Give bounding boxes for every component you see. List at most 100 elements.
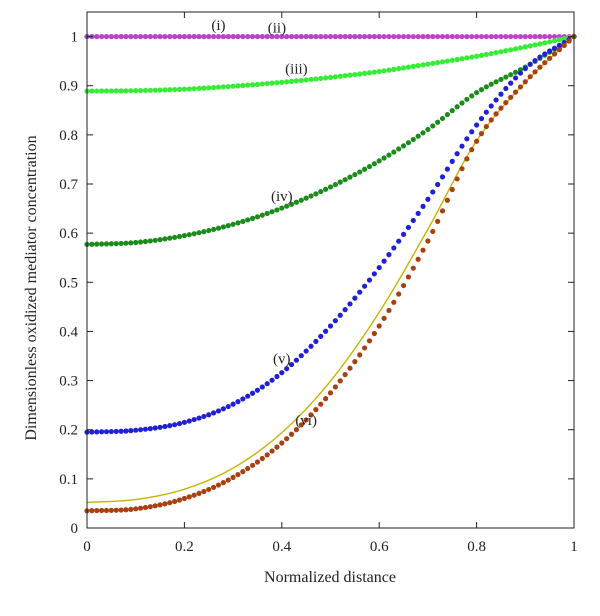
data-point [376,158,382,164]
data-point [152,503,158,509]
data-point [172,33,178,40]
data-point [430,123,436,129]
data-point [142,504,149,511]
y-tick-label: 0.7 [59,177,78,193]
data-point [318,188,324,195]
data-point [215,408,222,414]
data-point [371,33,377,40]
data-point [439,174,446,180]
data-point [376,68,382,75]
data-point [323,328,329,334]
data-point [352,33,358,40]
data-point [444,111,450,118]
data-point [542,40,548,46]
data-point [327,323,334,329]
data-point [167,87,173,93]
data-point [425,126,431,133]
data-point [376,33,382,40]
data-point [313,33,319,40]
y-axis-label: Dimensionless oxidized mediator concentr… [23,135,40,440]
data-point [405,224,412,231]
data-point [410,217,416,224]
data-point [284,436,290,442]
data-point [488,117,494,123]
data-point [435,59,441,66]
data-point [444,33,450,40]
data-point [128,240,134,246]
series-layer [84,33,577,514]
data-point [327,184,334,190]
data-point [245,465,251,472]
data-point [391,66,397,72]
data-point [186,418,192,424]
data-point [400,282,407,289]
data-point [396,66,402,72]
data-point [542,60,548,66]
data-point [532,69,538,75]
data-point [508,72,514,78]
data-point [332,318,338,324]
data-point [527,61,533,67]
data-point [313,338,319,344]
data-point [415,256,421,262]
data-point [137,87,144,94]
data-point [274,80,280,86]
data-point [230,221,236,227]
data-point [240,396,246,402]
data-point [464,136,470,142]
data-point [425,33,431,40]
data-point [201,229,207,235]
data-point [357,33,363,40]
data-point [532,57,538,64]
data-point [99,241,105,247]
data-point [259,81,265,87]
data-point [264,452,270,458]
data-point [128,506,134,512]
data-point [279,33,285,40]
data-point [396,291,402,297]
data-point [196,33,202,40]
y-tick-label: 0.6 [59,226,78,242]
data-point [332,181,338,188]
x-tick-label: 0.8 [467,539,486,555]
data-point [512,69,519,75]
data-point [152,425,158,431]
data-point [551,45,558,51]
data-point [361,345,368,351]
data-point [220,406,226,412]
series-iii [84,33,577,94]
data-point [366,338,373,344]
data-point [464,156,470,162]
data-point [303,417,309,423]
data-point [211,33,217,40]
data-point [366,70,373,76]
data-point [157,33,163,40]
data-point [508,33,514,40]
data-point [284,79,290,85]
data-point [137,33,144,40]
data-point [522,65,528,72]
data-point [318,33,324,40]
data-point [99,33,105,40]
data-point [512,33,519,40]
data-point [118,240,124,247]
data-point [303,348,309,354]
data-point [400,33,407,40]
data-point [342,33,348,40]
data-point [176,233,183,240]
data-point [181,86,187,92]
data-point [488,103,494,109]
data-point [493,50,499,56]
data-point [128,33,134,40]
curve-label: (iii) [285,61,308,77]
data-point [400,143,407,149]
series-iv [84,33,577,248]
data-point [142,426,149,432]
data-point [474,33,480,40]
data-point [298,422,304,428]
data-point [201,413,207,420]
data-point [103,33,110,40]
data-point [454,56,460,63]
data-point [284,366,290,372]
data-point [240,469,246,475]
